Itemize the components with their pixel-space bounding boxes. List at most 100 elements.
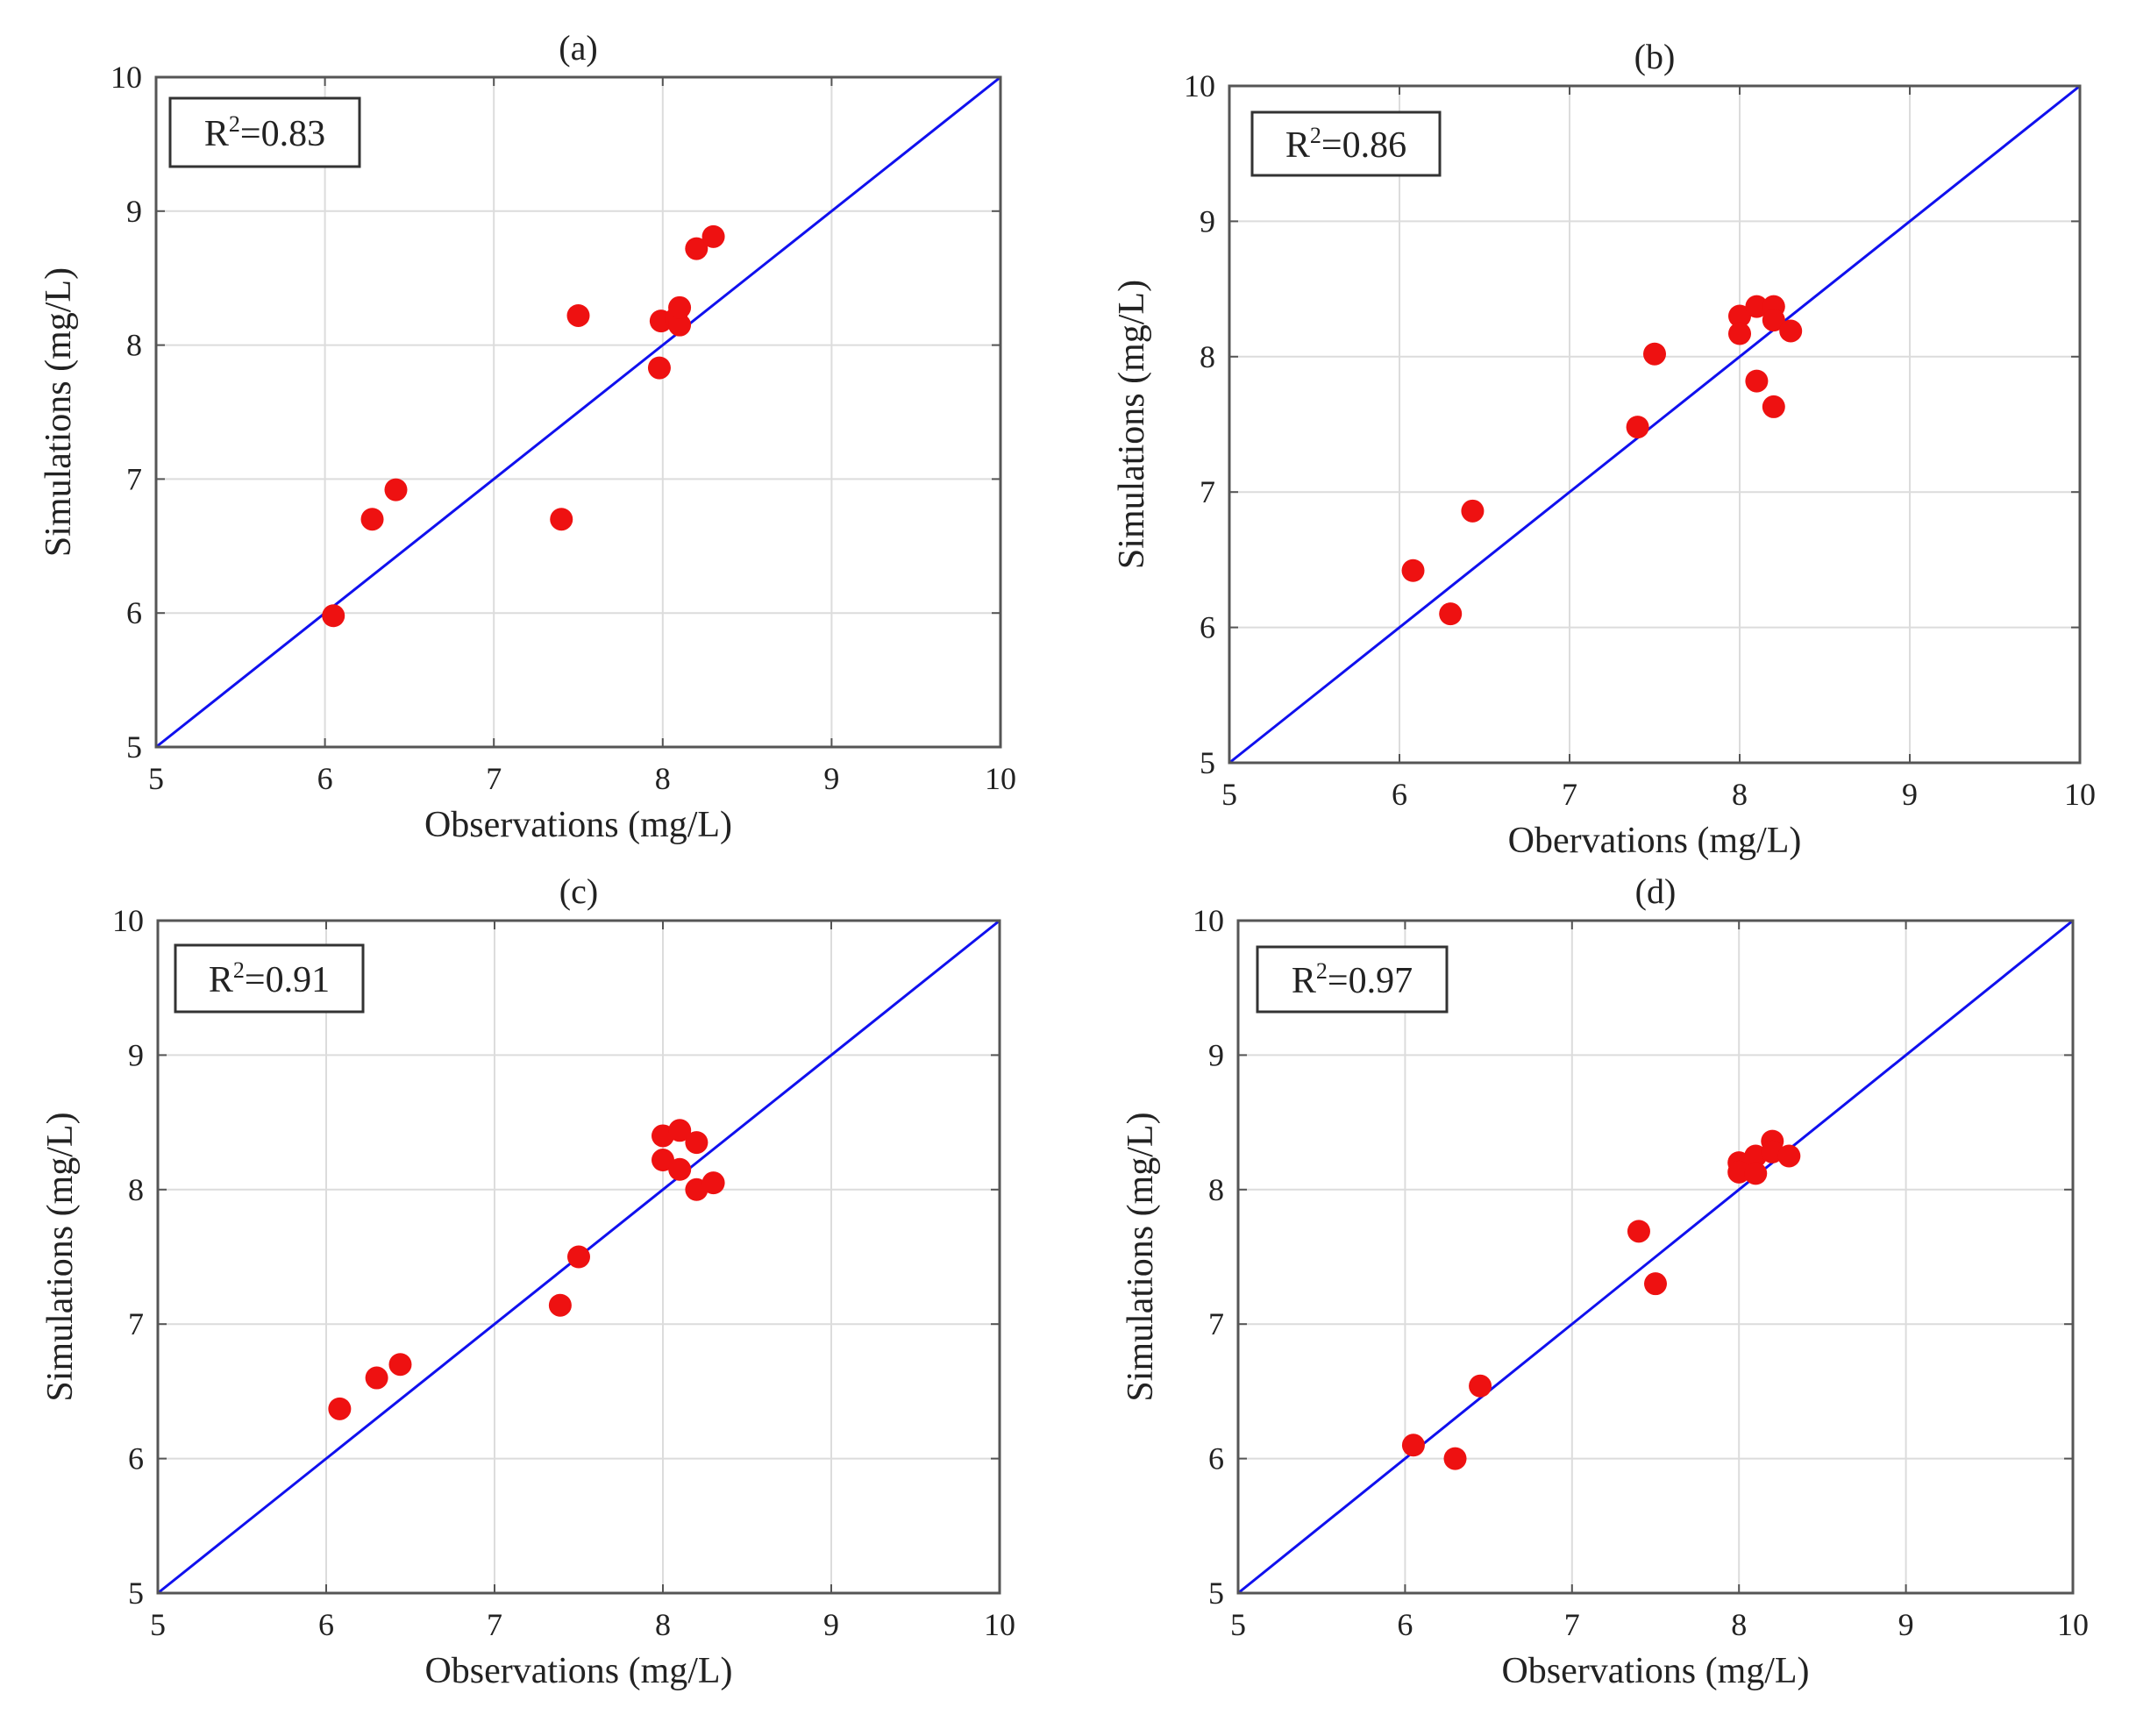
x-tick-label: 9 (823, 761, 839, 796)
r2-symbol: R (209, 960, 233, 1000)
x-tick-label: 5 (150, 1607, 166, 1642)
data-point (668, 295, 692, 319)
data-point (384, 478, 408, 502)
r2-label: R2=0.91 (209, 957, 330, 1000)
y-axis-label: Simulations (mg/L) (40, 1112, 81, 1401)
y-axis-label: Simulations (mg/L) (39, 267, 79, 557)
r2-exponent: 2 (229, 111, 240, 137)
y-tick-label: 5 (1208, 1576, 1224, 1611)
data-point (652, 1149, 674, 1172)
y-tick-label: 9 (128, 1037, 144, 1072)
data-point (1779, 319, 1803, 343)
y-tick-label: 6 (1200, 610, 1215, 645)
chart-title: (d) (1635, 872, 1677, 911)
x-tick-label: 7 (487, 1607, 502, 1642)
data-point (668, 313, 692, 337)
y-tick-label: 7 (128, 1306, 144, 1341)
r2-exponent: 2 (1310, 123, 1321, 148)
x-tick-label: 10 (985, 761, 1016, 796)
y-tick-label: 5 (128, 1576, 144, 1611)
x-tick-label: 10 (984, 1607, 1015, 1642)
x-tick-label: 10 (2057, 1607, 2089, 1642)
x-tick-label: 6 (318, 1607, 334, 1642)
x-tick-label: 8 (1732, 777, 1748, 812)
data-point (360, 508, 384, 531)
y-tick-label: 6 (126, 595, 142, 630)
r2-value: =0.86 (1321, 125, 1406, 166)
y-tick-label: 10 (1184, 68, 1215, 103)
one-to-one-line (1237, 919, 2074, 1595)
data-point (1626, 416, 1649, 439)
y-tick-label: 8 (128, 1172, 144, 1207)
data-point (1728, 304, 1751, 328)
r2-box (1250, 110, 1442, 177)
x-tick-label: 7 (486, 761, 502, 796)
y-tick-label: 6 (128, 1441, 144, 1476)
x-axis-label: Observations (mg/L) (424, 1651, 732, 1691)
r2-box (1256, 945, 1449, 1014)
x-axis-label: Observations (mg/L) (424, 805, 732, 845)
data-point (1461, 499, 1485, 523)
data-point (1762, 309, 1785, 332)
chart-panel-c: 5 6 7 8 9 10 5 6 7 8 9 10 R2=0.91 (c) Observations (mg… (40, 872, 1015, 1691)
data-point (322, 604, 345, 628)
x-tick-label: 8 (1731, 1607, 1747, 1642)
y-tick-label: 9 (126, 194, 142, 229)
data-point (1644, 1272, 1667, 1296)
one-to-one-line (155, 75, 1001, 749)
data-point (668, 1119, 692, 1142)
r2-label: R2=0.86 (1285, 123, 1406, 166)
x-tick-label: 9 (1898, 1607, 1914, 1642)
y-tick-label: 10 (1193, 903, 1224, 938)
r2-box (174, 943, 365, 1014)
x-tick-label: 10 (2064, 777, 2096, 812)
x-axis-label: Obervations (mg/L) (1508, 821, 1802, 861)
r2-value: =0.97 (1328, 961, 1413, 1001)
x-tick-label: 8 (655, 1607, 671, 1642)
x-tick-label: 5 (148, 761, 164, 796)
chart-title: (a) (559, 28, 597, 68)
data-point (1777, 1144, 1801, 1168)
y-axis-label: Simulations (mg/L) (1121, 1112, 1161, 1401)
data-point (1401, 1434, 1425, 1457)
data-point (1643, 342, 1666, 366)
y-tick-label: 7 (126, 461, 142, 496)
y-tick-label: 7 (1200, 474, 1215, 509)
data-point (365, 1366, 388, 1390)
r2-value: =0.91 (245, 960, 330, 1000)
y-tick-label: 5 (126, 729, 142, 765)
y-tick-label: 8 (1200, 339, 1215, 374)
data-point (566, 303, 590, 327)
axes-box (154, 75, 1002, 749)
y-tick-label: 8 (1208, 1172, 1224, 1207)
axes-box (1236, 919, 2075, 1595)
data-point (1745, 369, 1769, 393)
data-point (1744, 1162, 1768, 1185)
r2-label: R2=0.97 (1292, 958, 1413, 1001)
y-tick-label: 10 (112, 903, 144, 938)
y-tick-label: 5 (1200, 745, 1215, 780)
data-point (1401, 559, 1425, 582)
data-point (685, 1131, 708, 1155)
data-point (701, 224, 725, 248)
axes-box (1228, 84, 2082, 765)
data-point (647, 356, 671, 380)
x-tick-label: 9 (823, 1607, 839, 1642)
y-tick-label: 9 (1200, 203, 1215, 238)
data-point (550, 508, 573, 531)
one-to-one-line (1228, 84, 2081, 765)
data-point (668, 1157, 692, 1181)
data-point (1443, 1447, 1467, 1470)
chart-panel-b: 5 6 7 8 9 10 5 6 7 8 9 10 R2=0.86 (b) Obervations (mg/… (1112, 37, 2096, 861)
x-tick-label: 5 (1230, 1607, 1246, 1642)
y-tick-label: 9 (1208, 1037, 1224, 1072)
data-point (701, 1171, 725, 1195)
x-tick-label: 7 (1562, 777, 1577, 812)
x-tick-label: 7 (1564, 1607, 1580, 1642)
data-point (1627, 1220, 1650, 1243)
axes-box (156, 919, 1001, 1595)
data-point (548, 1293, 572, 1317)
y-tick-label: 8 (126, 328, 142, 363)
r2-label: R2=0.83 (204, 111, 325, 154)
